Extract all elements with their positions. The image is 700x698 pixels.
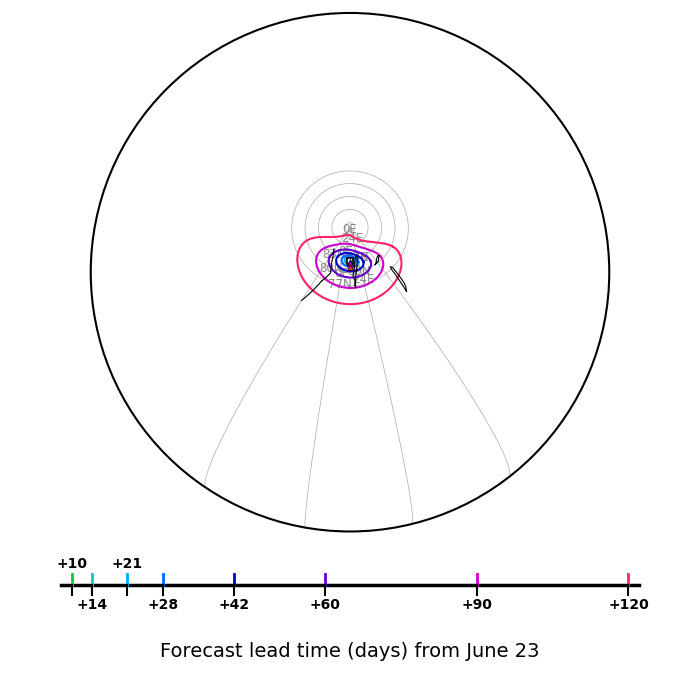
Text: +60: +60 bbox=[309, 597, 340, 611]
Text: 24E: 24E bbox=[342, 232, 364, 244]
Text: +90: +90 bbox=[461, 597, 492, 611]
Text: 80N: 80N bbox=[319, 262, 343, 274]
Text: Forecast lead time (days) from June 23: Forecast lead time (days) from June 23 bbox=[160, 642, 540, 662]
Text: +14: +14 bbox=[76, 597, 107, 611]
Text: 0E: 0E bbox=[338, 245, 353, 258]
Text: 0E: 0E bbox=[342, 223, 357, 236]
Text: 83N: 83N bbox=[323, 248, 346, 261]
Text: +21: +21 bbox=[112, 558, 143, 572]
Text: +28: +28 bbox=[147, 597, 178, 611]
Text: +120: +120 bbox=[608, 597, 649, 611]
Text: +10: +10 bbox=[56, 558, 87, 572]
Text: 24E: 24E bbox=[352, 273, 375, 286]
Text: +42: +42 bbox=[218, 597, 249, 611]
Text: 77N: 77N bbox=[328, 279, 351, 292]
Text: 0E: 0E bbox=[335, 267, 349, 281]
Text: 80N: 80N bbox=[348, 265, 371, 278]
Text: 24E: 24E bbox=[346, 251, 369, 265]
Text: 83N: 83N bbox=[345, 251, 368, 265]
